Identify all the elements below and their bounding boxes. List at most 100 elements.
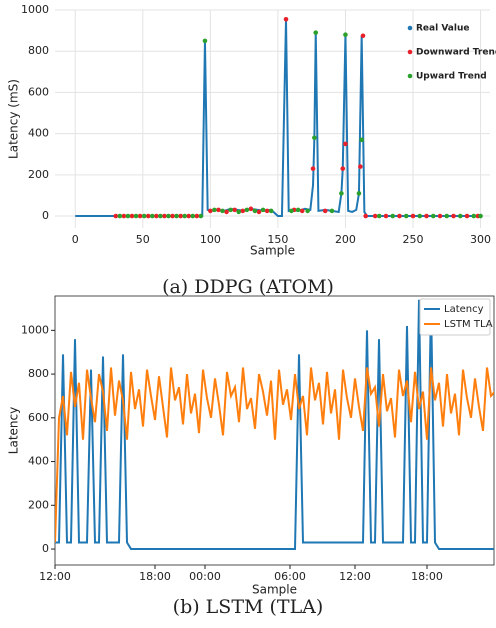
x-tick-label: 100 xyxy=(200,233,221,246)
point xyxy=(129,213,135,219)
point xyxy=(430,213,436,219)
point xyxy=(121,213,127,219)
y-axis-label: Latency (mS) xyxy=(7,79,21,159)
x-axis-label: Sample xyxy=(252,583,297,597)
point xyxy=(383,213,389,219)
point xyxy=(198,213,204,219)
point xyxy=(236,209,242,215)
point xyxy=(464,213,470,219)
point xyxy=(216,207,221,213)
caption: (a) DDPG (ATOM) xyxy=(162,276,334,298)
point xyxy=(232,207,237,213)
point xyxy=(117,213,123,219)
point xyxy=(202,38,208,44)
point xyxy=(208,208,213,214)
legend-label: Downward Trend xyxy=(416,48,496,58)
point xyxy=(471,213,477,219)
point xyxy=(478,213,483,219)
point xyxy=(283,16,289,22)
point xyxy=(170,213,175,219)
point xyxy=(437,213,443,219)
x-tick-label: 12:00 xyxy=(39,570,71,583)
legend-swatch xyxy=(407,25,413,31)
point xyxy=(260,207,266,213)
point xyxy=(403,213,409,219)
point xyxy=(424,213,429,219)
point xyxy=(256,209,262,215)
point xyxy=(244,207,250,213)
point xyxy=(162,213,167,219)
point xyxy=(240,208,246,214)
point xyxy=(220,208,225,214)
point xyxy=(268,208,274,214)
y-axis-label: Latency xyxy=(7,407,21,454)
y-tick-label: 800 xyxy=(28,367,49,380)
x-tick-label: 300 xyxy=(470,233,491,246)
legend-swatch xyxy=(407,49,413,55)
point xyxy=(133,213,139,219)
point xyxy=(141,213,147,219)
x-tick-label: 00:00 xyxy=(189,570,221,583)
point xyxy=(186,213,192,219)
point xyxy=(372,213,378,219)
x-tick-label: 06:00 xyxy=(274,570,306,583)
point xyxy=(343,141,348,147)
point xyxy=(451,213,456,219)
series-line xyxy=(55,367,494,543)
x-tick-label: 200 xyxy=(335,233,356,246)
legend-label: Upward Trend xyxy=(416,72,487,82)
y-tick-label: 600 xyxy=(28,411,49,424)
point xyxy=(313,30,319,35)
point xyxy=(113,213,119,219)
point xyxy=(397,213,402,219)
point xyxy=(417,213,423,219)
legend-label: Latency xyxy=(444,304,484,315)
point xyxy=(252,208,258,214)
x-tick-label: 50 xyxy=(136,233,150,246)
y-tick-label: 600 xyxy=(28,85,49,98)
point xyxy=(363,213,369,219)
point xyxy=(190,213,196,219)
x-tick-label: 18:00 xyxy=(411,570,443,583)
y-tick-label: 200 xyxy=(28,498,49,511)
point xyxy=(305,208,310,214)
point xyxy=(299,208,305,214)
point xyxy=(410,213,416,219)
y-tick-label: 0 xyxy=(42,209,49,222)
point xyxy=(137,213,143,219)
point xyxy=(289,208,294,214)
x-tick-label: 12:00 xyxy=(339,570,371,583)
x-tick-label: 150 xyxy=(267,233,288,246)
point xyxy=(145,213,151,219)
point xyxy=(295,207,301,213)
point xyxy=(312,135,317,141)
plot-background xyxy=(55,10,490,228)
point xyxy=(359,137,364,143)
point xyxy=(360,33,366,39)
y-tick-label: 1000 xyxy=(21,3,49,16)
point xyxy=(158,213,163,219)
point xyxy=(149,213,155,219)
point xyxy=(154,213,159,219)
point xyxy=(174,213,179,219)
legend-label: Real Value xyxy=(416,24,469,34)
y-tick-label: 1000 xyxy=(21,323,49,336)
caption: (b) LSTM (TLA) xyxy=(173,596,324,618)
point xyxy=(376,213,382,219)
point xyxy=(224,209,229,215)
point xyxy=(322,208,328,214)
point xyxy=(339,191,344,196)
point xyxy=(358,164,363,169)
point xyxy=(340,166,346,171)
point xyxy=(125,213,131,219)
point xyxy=(248,206,254,212)
legend-label: LSTM TLA xyxy=(444,319,493,330)
y-tick-label: 400 xyxy=(28,127,49,140)
point xyxy=(390,213,396,219)
point xyxy=(264,208,270,214)
point xyxy=(329,208,335,214)
point xyxy=(182,213,187,219)
legend-swatch xyxy=(407,73,413,79)
x-tick-label: 18:00 xyxy=(139,570,171,583)
